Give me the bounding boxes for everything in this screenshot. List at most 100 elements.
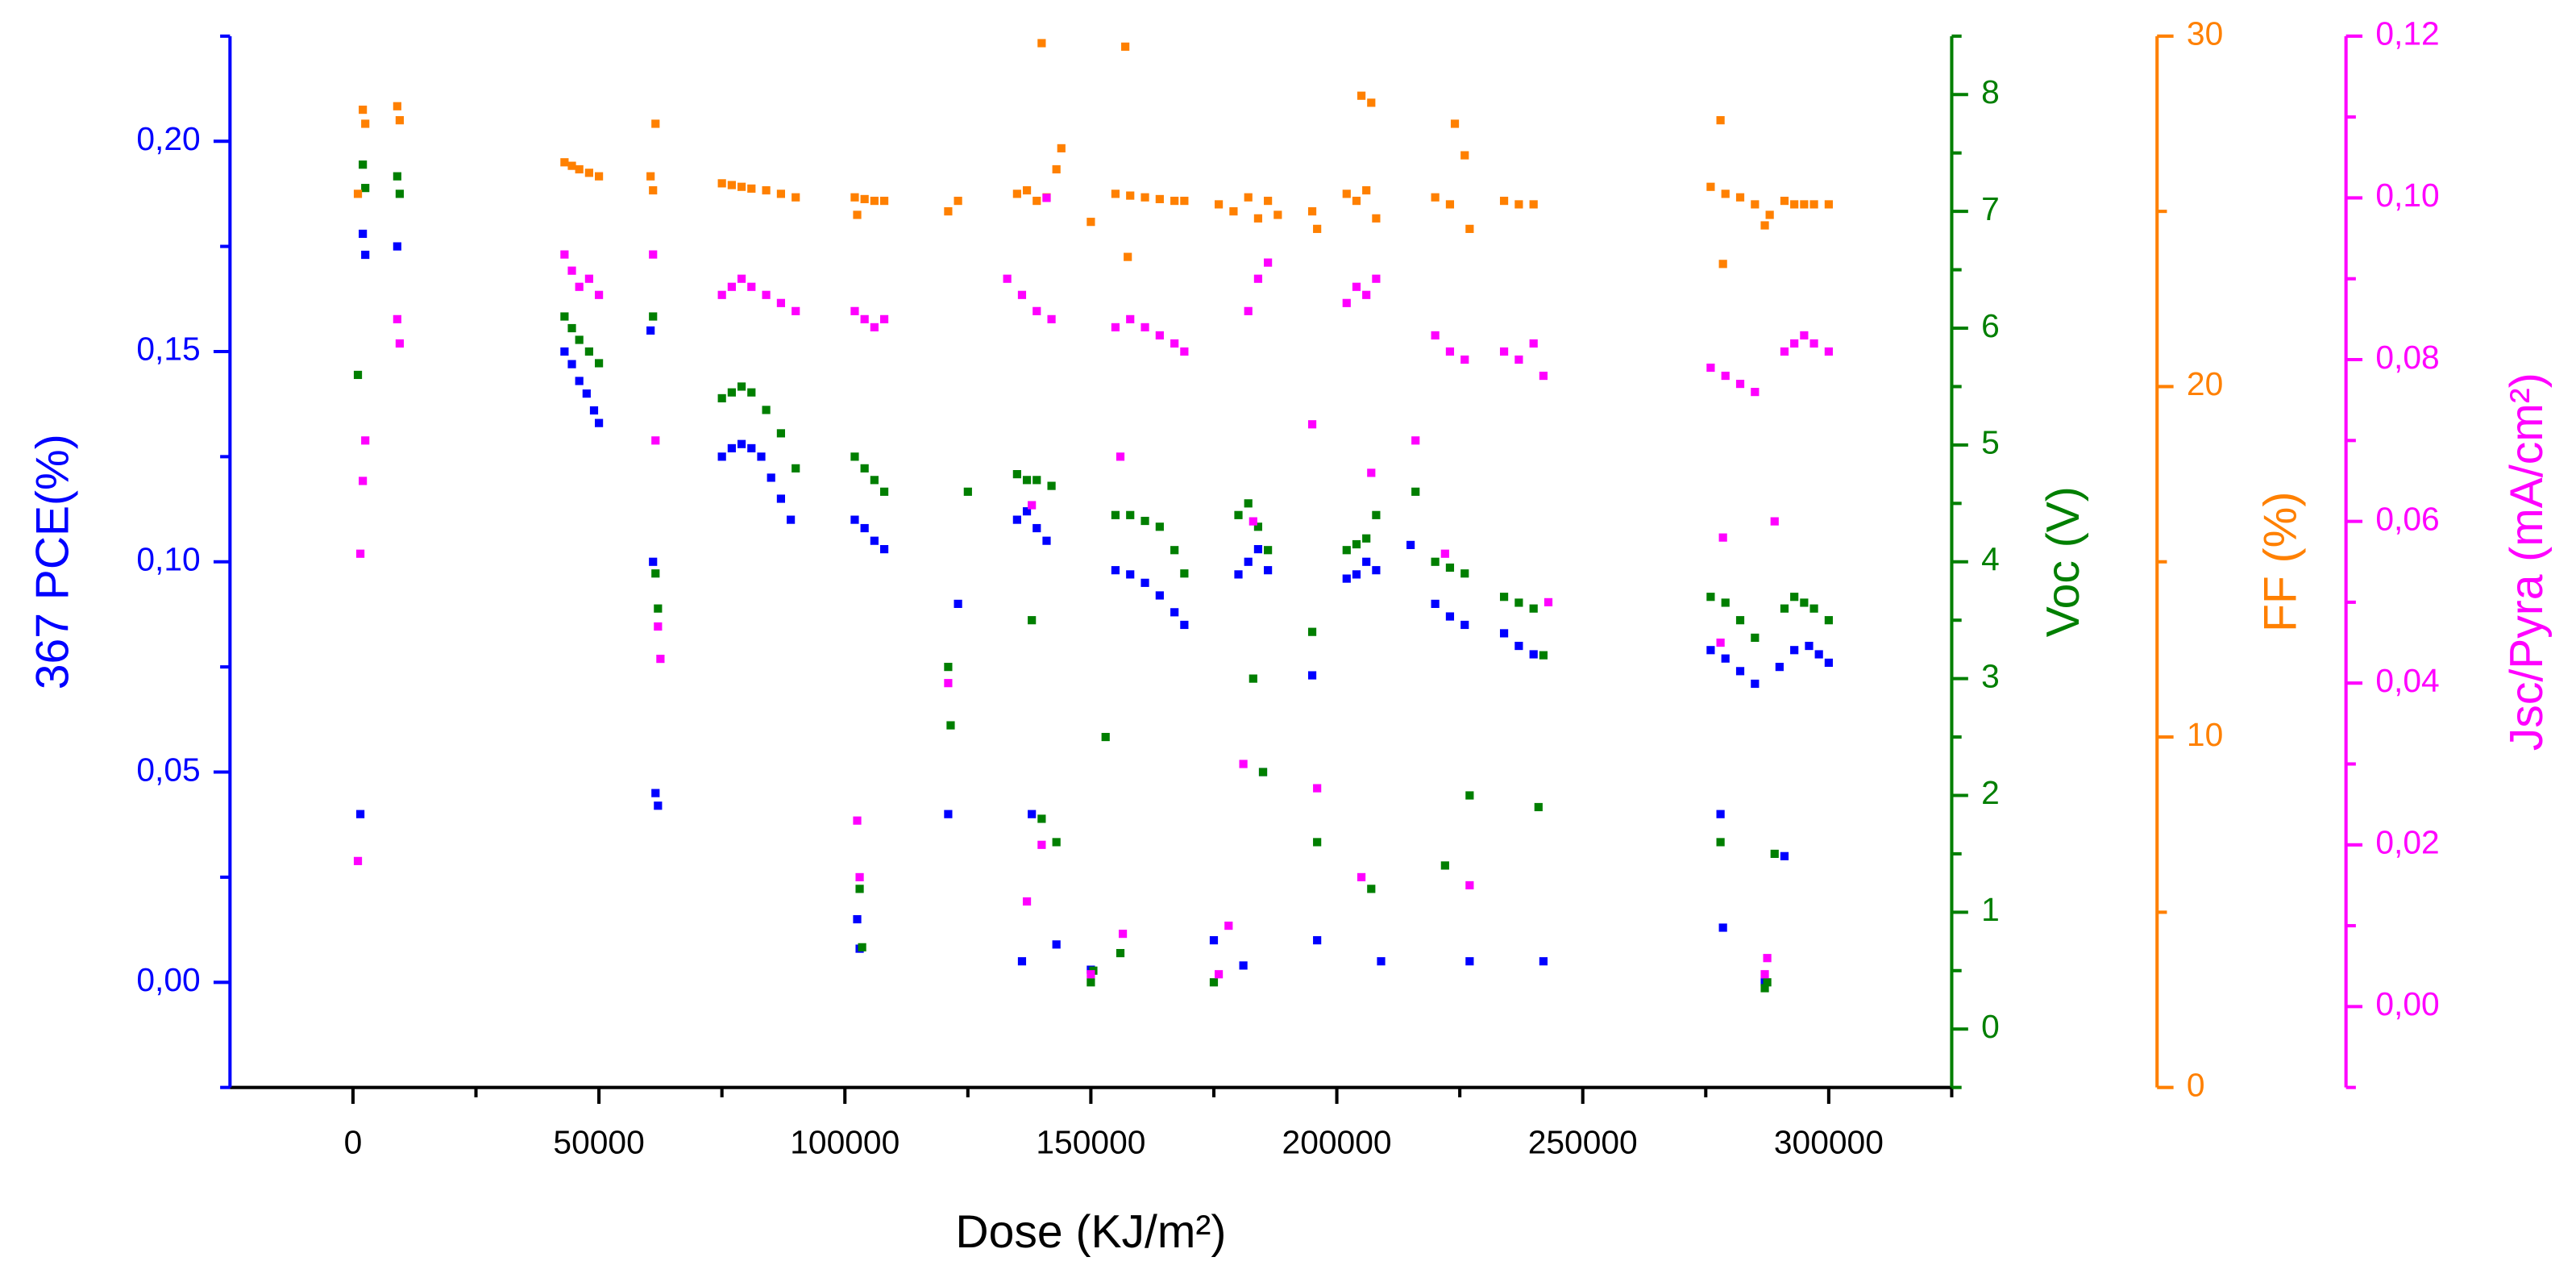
point bbox=[1052, 940, 1061, 949]
point bbox=[776, 429, 786, 438]
point bbox=[1234, 510, 1243, 519]
point bbox=[567, 360, 576, 368]
point bbox=[1763, 954, 1772, 963]
point bbox=[1770, 517, 1779, 526]
point bbox=[1716, 838, 1725, 847]
point bbox=[1214, 970, 1224, 979]
point bbox=[393, 314, 401, 323]
point bbox=[1126, 570, 1135, 579]
point bbox=[1367, 885, 1376, 893]
y2-tick-label: 4 bbox=[1981, 541, 2000, 578]
x-tick-label: 0 bbox=[344, 1124, 363, 1161]
point bbox=[1465, 957, 1474, 966]
point bbox=[359, 229, 368, 239]
point bbox=[1824, 347, 1833, 356]
point bbox=[1180, 196, 1189, 206]
y4-tick-label: 0,02 bbox=[2375, 824, 2439, 861]
point bbox=[1253, 545, 1263, 554]
point bbox=[1735, 667, 1745, 676]
point bbox=[1032, 306, 1041, 315]
point bbox=[1514, 355, 1523, 364]
y2-tick-label: 0 bbox=[1981, 1008, 2000, 1045]
point bbox=[1716, 116, 1725, 125]
point bbox=[747, 388, 756, 397]
point bbox=[654, 604, 663, 613]
point bbox=[1770, 849, 1779, 859]
y4-tick-label: 0,08 bbox=[2375, 339, 2439, 376]
point bbox=[1022, 897, 1032, 906]
point bbox=[1800, 200, 1809, 209]
point bbox=[1790, 593, 1799, 602]
point bbox=[1440, 861, 1449, 870]
point bbox=[1047, 481, 1056, 490]
point bbox=[1760, 221, 1769, 230]
point bbox=[1028, 616, 1037, 625]
point bbox=[853, 210, 862, 219]
point bbox=[1445, 347, 1455, 356]
point bbox=[1342, 546, 1351, 555]
point bbox=[850, 452, 859, 461]
y3-tick-label: 10 bbox=[2187, 716, 2223, 753]
y4-axis-title: Jsc/Pyra (mA/cm²) bbox=[2501, 373, 2553, 751]
y-tick-label: 0,10 bbox=[136, 541, 200, 578]
point bbox=[1116, 948, 1125, 958]
point bbox=[776, 298, 786, 307]
point bbox=[1118, 930, 1128, 939]
point bbox=[762, 185, 771, 195]
point bbox=[1465, 224, 1474, 233]
point bbox=[1307, 627, 1317, 636]
point bbox=[1253, 214, 1263, 223]
point bbox=[1824, 200, 1833, 209]
y2-tick-label: 8 bbox=[1981, 73, 2000, 110]
point bbox=[1431, 557, 1440, 566]
point bbox=[776, 494, 786, 503]
point bbox=[575, 335, 584, 344]
point bbox=[1362, 534, 1371, 543]
point bbox=[1460, 151, 1469, 160]
point bbox=[594, 359, 604, 368]
point bbox=[850, 306, 859, 315]
point bbox=[1790, 646, 1799, 655]
point bbox=[944, 810, 953, 818]
point bbox=[757, 452, 766, 461]
y4-tick-label: 0,00 bbox=[2375, 985, 2439, 1022]
point bbox=[361, 436, 370, 445]
point bbox=[1790, 339, 1799, 348]
x-tick-label: 300000 bbox=[1774, 1124, 1884, 1161]
point bbox=[1244, 306, 1253, 315]
point bbox=[1028, 501, 1037, 510]
point bbox=[1529, 339, 1538, 348]
point bbox=[717, 393, 726, 403]
point bbox=[1760, 970, 1769, 979]
point bbox=[1342, 298, 1351, 307]
point bbox=[1022, 185, 1032, 195]
point bbox=[1372, 566, 1381, 575]
point bbox=[717, 179, 726, 188]
point bbox=[1244, 557, 1253, 566]
point bbox=[1264, 196, 1273, 206]
point bbox=[944, 663, 953, 672]
point bbox=[654, 622, 663, 631]
point bbox=[646, 326, 655, 335]
point bbox=[1499, 196, 1509, 206]
point bbox=[1735, 193, 1745, 202]
point bbox=[747, 184, 756, 193]
point bbox=[737, 274, 746, 283]
point bbox=[1057, 144, 1066, 152]
point bbox=[1362, 557, 1371, 566]
point bbox=[575, 377, 584, 385]
point bbox=[1244, 193, 1253, 202]
y3-tick-label: 20 bbox=[2187, 365, 2223, 402]
point bbox=[1032, 523, 1041, 533]
point bbox=[1249, 517, 1257, 526]
point bbox=[1718, 533, 1727, 542]
point bbox=[1367, 468, 1376, 477]
point bbox=[1450, 119, 1460, 128]
point bbox=[594, 172, 604, 181]
point bbox=[1022, 476, 1032, 485]
point bbox=[879, 487, 889, 496]
point bbox=[1032, 476, 1041, 485]
point bbox=[1141, 323, 1149, 331]
point bbox=[1718, 260, 1727, 269]
point bbox=[1313, 838, 1322, 847]
